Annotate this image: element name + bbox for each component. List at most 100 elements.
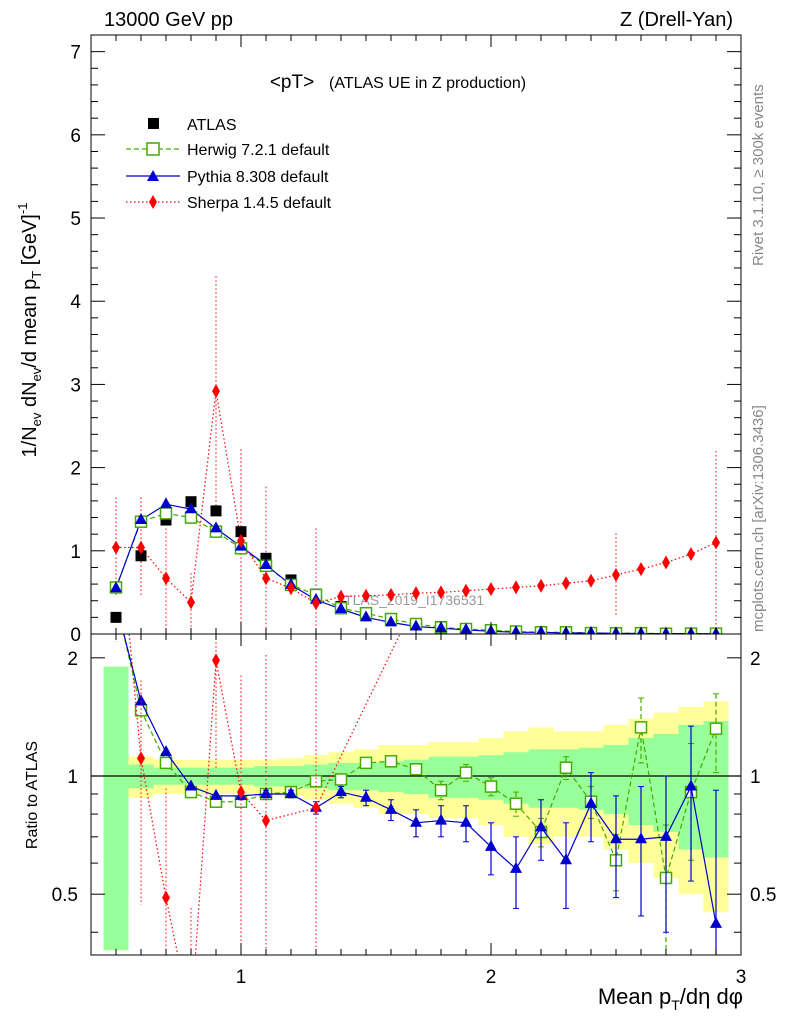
pythia-point [535,820,547,832]
pythia-point [385,802,397,814]
sherpa-point [287,581,295,596]
pythia-point [485,839,497,851]
pythia-point [160,497,172,509]
pythia-point [135,513,147,525]
herwig-point [159,507,173,520]
main-series-line [115,512,717,634]
herwig-point [409,763,423,776]
ratio-tick-label-right: 1 [750,767,761,788]
sherpa-point [212,653,220,668]
pythia-point [510,861,522,873]
main-series-line [115,503,717,634]
plot-title-sub: (ATLAS UE in Z production) [329,75,526,92]
pythia-point [260,557,272,569]
atlas-data-point [210,505,222,517]
pythia-point [210,521,222,533]
x-tick-label: 1 [236,967,247,988]
sherpa-point [637,562,645,577]
pythia-point [335,785,347,797]
pythia-point [635,832,647,844]
legend-label-pythia: Pythia 8.308 default [187,169,329,186]
herwig-point [359,756,373,770]
sherpa-point [487,582,495,597]
pythia-point [210,788,222,800]
legend-marker-herwig [146,142,160,156]
sherpa-point [562,576,570,591]
sherpa-point [312,800,320,815]
legend-marker-sherpa [149,195,157,209]
sherpa-point [187,1012,195,1024]
x-axis-label: Mean pT/dη dφ [598,984,743,1013]
legend: ATLAS Herwig 7.2.1 default Pythia 8.308 … [126,117,332,212]
sherpa-point [462,583,470,598]
herwig-point [111,595,122,606]
herwig-point [334,773,348,786]
sherpa-point [712,535,720,550]
pythia-point [410,815,422,827]
sherpa-point [362,588,370,603]
sherpa-point [687,547,695,562]
pythia-point [435,621,447,633]
sherpa-point [612,567,620,582]
sherpa-point [262,571,270,586]
sherpa-point [262,813,270,828]
herwig-point [184,511,198,524]
pythia-point [360,790,372,802]
pythia-point [410,619,422,631]
sherpa-point [137,751,145,766]
ratio-tick-label: 0.5 [52,885,78,906]
x-tick-label: 2 [486,967,497,988]
main-series-line [116,390,717,604]
atlas-data-point [235,526,247,538]
herwig-point [559,761,573,774]
pythia-point [160,745,172,757]
sherpa-point [187,595,195,610]
sherpa-point [312,596,320,611]
sherpa-point [337,589,345,604]
legend-marker-pythia [147,170,159,181]
herwig-point [459,766,473,779]
pythia-point [285,786,297,798]
pythia-point [360,610,372,622]
pythia-point [660,829,672,841]
pythia-point [260,786,272,798]
y-tick-label: 5 [70,209,81,230]
atlas-data-point [110,611,122,623]
pythia-point [460,815,472,827]
sherpa-point [437,585,445,600]
ratio-tick-label: 2 [67,649,78,670]
legend-label-atlas: ATLAS [187,117,237,134]
y-tick-label: 0 [70,625,81,646]
ratio-axis-label: Ratio to ATLAS [24,741,41,849]
herwig-point [484,780,498,793]
ratio-tick-label: 1 [67,767,78,788]
pythia-point [185,502,197,514]
pythia-point [610,832,622,844]
header-left: 13000 GeV pp [104,9,233,31]
stat-uncertainty-band [528,749,554,808]
pythia-point [585,796,597,808]
pythia-point [710,916,722,928]
x-tick-label: 3 [736,967,747,988]
side-label-mcplots: mcplots.cern.ch [arXiv:1306.3436] [750,405,767,632]
herwig-point [309,774,323,788]
pythia-point [685,779,697,791]
herwig-point [634,721,648,734]
y-tick-label: 7 [70,43,81,64]
sherpa-point [537,578,545,593]
pythia-point [335,602,347,614]
herwig-point [384,755,398,768]
sherpa-point [137,540,145,555]
y-tick-label: 3 [70,375,81,396]
pythia-point [385,615,397,627]
y-tick-label: 2 [70,459,81,480]
pythia-point [110,597,122,608]
header-right: Z (Drell-Yan) [620,9,733,31]
y-tick-label: 4 [70,292,81,313]
ratio-tick-label-right: 0.5 [750,885,776,906]
legend-label-herwig: Herwig 7.2.1 default [187,142,330,159]
herwig-point [434,783,448,797]
plot-title-main: <pT> [270,72,314,93]
sherpa-point [112,540,120,555]
